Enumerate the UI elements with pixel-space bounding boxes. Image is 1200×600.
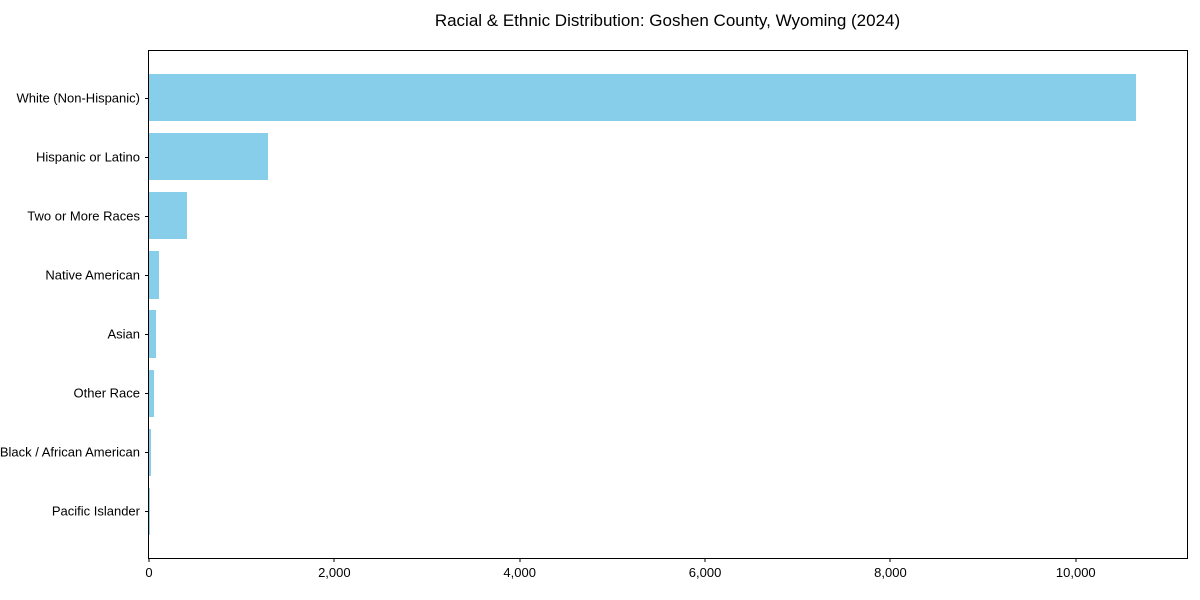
bar [149,369,154,417]
chart-title: Racial & Ethnic Distribution: Goshen Cou… [434,11,901,30]
y-axis-label: Native American [45,267,140,283]
x-axis-tick-label: 10,000 [1055,565,1096,580]
bar [149,251,159,299]
x-axis-tick-label: 2,000 [318,565,351,580]
x-tick-mark [333,558,335,562]
bar [149,192,187,240]
bar [149,487,150,535]
y-axis-label: Asian [107,326,140,342]
y-tick-mark [145,156,149,158]
y-axis-label: Black / African American [0,444,140,460]
x-tick-mark [1075,558,1077,562]
y-axis-label: Other Race [73,385,140,401]
x-tick-mark [148,558,150,562]
y-axis-label: White (Non-Hispanic) [16,90,140,106]
y-tick-mark [145,215,149,217]
y-tick-mark [145,274,149,276]
x-axis-tick-label: 0 [145,565,153,580]
x-tick-mark [704,558,706,562]
y-tick-mark [145,452,149,454]
plot-area: White (Non-Hispanic) Hispanic or Latino Tw… [0,50,1188,580]
y-tick-mark [145,393,149,395]
bar [149,74,1137,122]
y-tick-mark [145,97,149,99]
x-axis-tick-label: 8,000 [874,565,907,580]
y-axis-label: Two or More Races [27,208,140,224]
bar [149,133,269,181]
y-tick-mark [145,334,149,336]
bar [149,428,152,476]
y-axis-label: Hispanic or Latino [35,149,140,165]
x-tick-mark [889,558,891,562]
x-tick-mark [519,558,521,562]
x-axis-tick-label: 6,000 [688,565,722,580]
x-axis-tick-label: 4,000 [503,565,536,580]
bar [149,310,157,358]
y-tick-mark [145,511,149,513]
y-axis-label: Pacific Islander [51,503,140,519]
